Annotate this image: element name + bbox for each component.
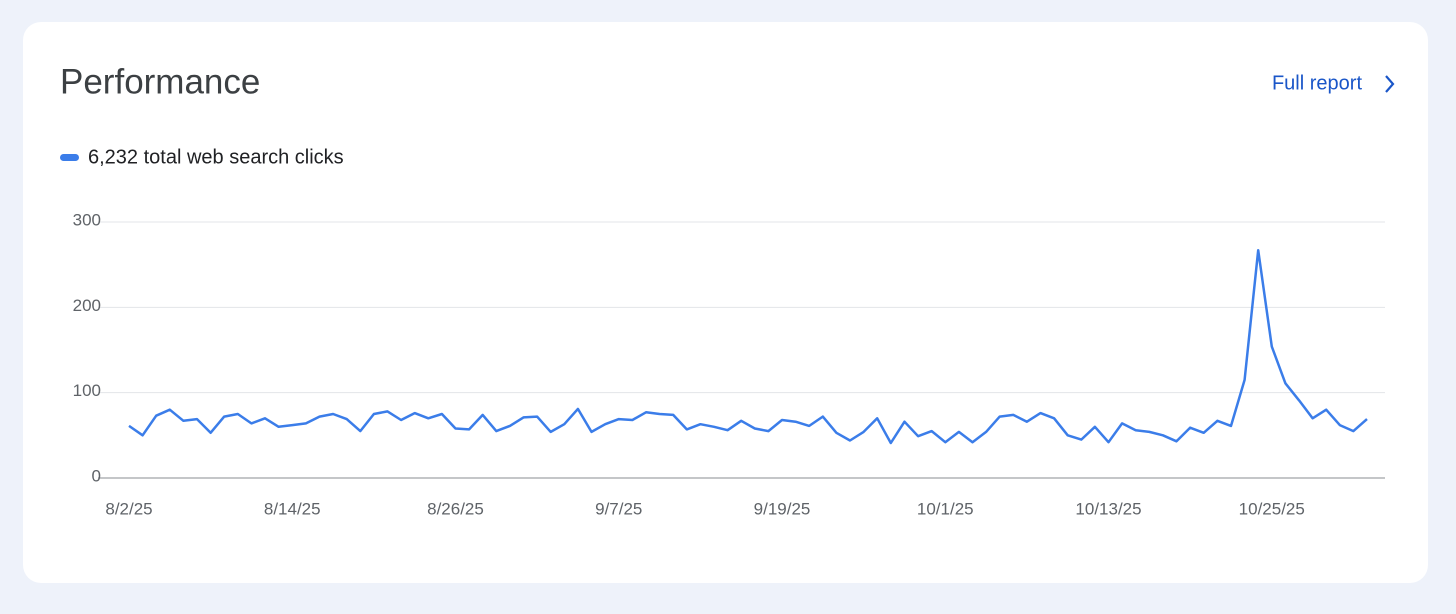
x-tick-label: 10/25/25 bbox=[1239, 499, 1305, 518]
card bbox=[23, 22, 1428, 583]
x-tick-label: 8/2/25 bbox=[105, 499, 152, 518]
y-tick-label: 100 bbox=[73, 381, 101, 400]
chart-title: Performance bbox=[60, 62, 260, 101]
legend-label: 6,232 total web search clicks bbox=[88, 146, 344, 168]
y-tick-label: 300 bbox=[73, 210, 101, 229]
series-line bbox=[128, 248, 1368, 445]
chevron-icon[interactable] bbox=[1385, 75, 1395, 93]
x-tick-label: 9/19/25 bbox=[754, 499, 811, 518]
legend-swatch bbox=[60, 154, 79, 161]
full-report-link[interactable]: Full report bbox=[1272, 72, 1362, 94]
x-tick-label: 9/7/25 bbox=[595, 499, 642, 518]
x-tick-label: 10/13/25 bbox=[1075, 499, 1141, 518]
y-tick-label: 200 bbox=[73, 296, 101, 315]
x-tick-label: 10/1/25 bbox=[917, 499, 974, 518]
y-tick-label: 0 bbox=[92, 466, 101, 485]
x-tick-label: 8/26/25 bbox=[427, 499, 484, 518]
x-tick-label: 8/14/25 bbox=[264, 499, 321, 518]
